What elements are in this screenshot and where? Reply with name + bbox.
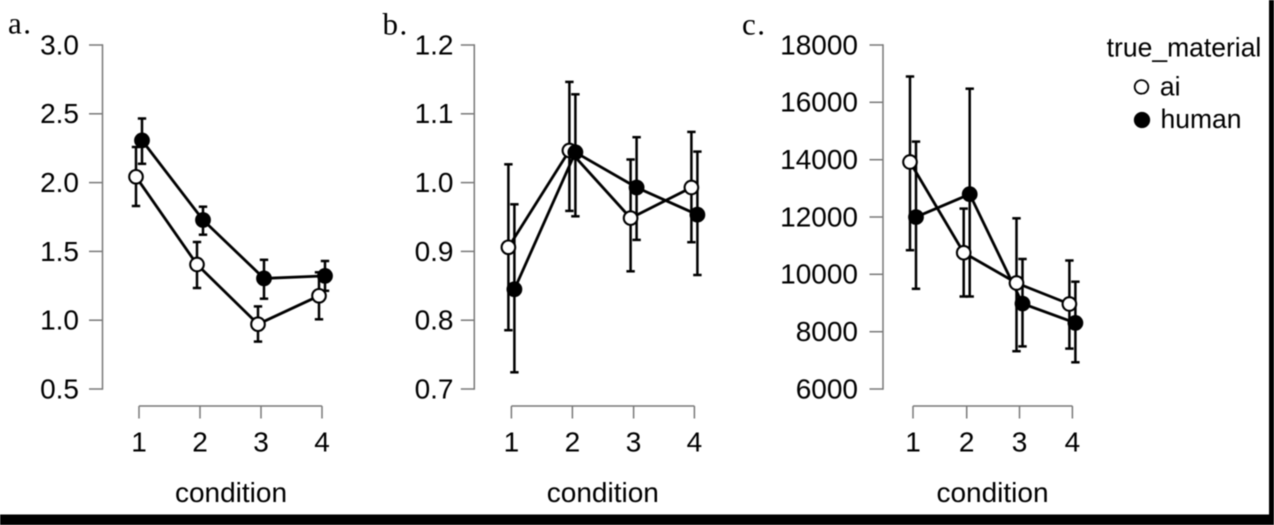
svg-text:2.0: 2.0 [40, 167, 79, 198]
svg-text:0.7: 0.7 [415, 373, 454, 404]
svg-text:0.9: 0.9 [415, 236, 454, 267]
svg-text:ai: ai [1160, 71, 1181, 101]
svg-text:condition: condition [175, 477, 287, 508]
svg-text:14000: 14000 [780, 144, 858, 175]
svg-text:c.: c. [742, 7, 767, 42]
svg-text:1.2: 1.2 [415, 29, 454, 60]
svg-text:human: human [1161, 104, 1242, 134]
svg-text:1: 1 [131, 427, 147, 458]
svg-text:1: 1 [504, 427, 520, 458]
svg-text:4: 4 [314, 427, 330, 458]
svg-text:2.5: 2.5 [40, 98, 79, 129]
svg-text:2: 2 [959, 427, 975, 458]
svg-text:1.5: 1.5 [40, 236, 79, 267]
svg-text:16000: 16000 [780, 87, 858, 118]
svg-text:8000: 8000 [796, 316, 858, 347]
svg-text:true_material: true_material [1107, 33, 1262, 63]
svg-text:0.8: 0.8 [415, 305, 454, 336]
svg-text:10000: 10000 [780, 259, 858, 290]
svg-text:1.1: 1.1 [415, 98, 454, 129]
svg-text:6000: 6000 [796, 373, 858, 404]
svg-text:3: 3 [1012, 427, 1028, 458]
svg-text:b.: b. [383, 7, 409, 42]
svg-text:3.0: 3.0 [40, 29, 79, 60]
svg-text:condition: condition [936, 477, 1048, 508]
svg-text:18000: 18000 [780, 29, 858, 60]
svg-text:3: 3 [253, 427, 269, 458]
svg-text:1: 1 [905, 427, 921, 458]
svg-text:4: 4 [687, 427, 703, 458]
svg-text:3: 3 [626, 427, 642, 458]
svg-text:4: 4 [1065, 427, 1081, 458]
svg-text:1.0: 1.0 [40, 305, 79, 336]
svg-text:a.: a. [8, 6, 33, 41]
svg-text:0.5: 0.5 [40, 373, 79, 404]
svg-text:2: 2 [192, 427, 208, 458]
svg-text:2: 2 [565, 427, 581, 458]
svg-text:1.0: 1.0 [415, 167, 454, 198]
svg-text:condition: condition [547, 477, 659, 508]
svg-text:12000: 12000 [780, 201, 858, 232]
